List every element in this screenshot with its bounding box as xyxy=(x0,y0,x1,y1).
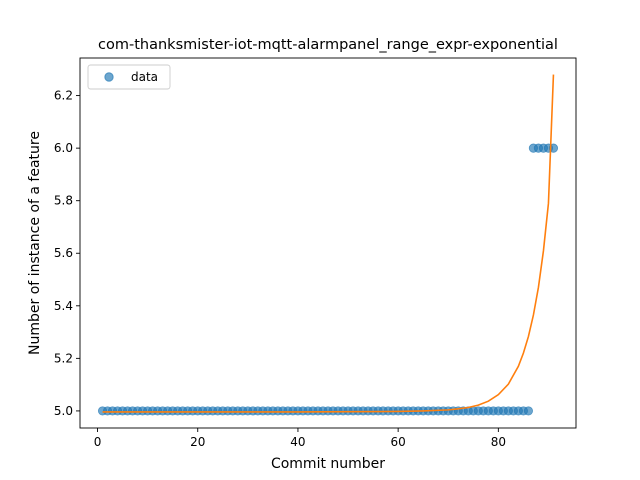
y-tick-label: 5.8 xyxy=(54,194,73,208)
y-tick-label: 6.0 xyxy=(54,141,73,155)
x-tick-label: 80 xyxy=(491,435,506,449)
legend-marker xyxy=(104,72,114,82)
legend-label: data xyxy=(131,70,158,84)
y-tick-label: 5.0 xyxy=(54,404,73,418)
y-tick-label: 5.4 xyxy=(54,299,73,313)
x-tick-label: 0 xyxy=(94,435,102,449)
axes-frame xyxy=(79,57,577,429)
y-tick-label: 6.2 xyxy=(54,89,73,103)
x-tick-label: 60 xyxy=(391,435,406,449)
x-tick-label: 20 xyxy=(190,435,205,449)
y-tick-label: 5.6 xyxy=(54,246,73,260)
y-tick-label: 5.2 xyxy=(54,351,73,365)
x-tick-label: 40 xyxy=(290,435,305,449)
legend-box xyxy=(87,64,171,90)
fit-line xyxy=(102,74,555,413)
chart-title: com-thanksmister-iot-mqtt-alarmpanel_ran… xyxy=(98,37,558,53)
data-point xyxy=(523,406,534,416)
plot-area: 0 20 40 60 80 5.0 5.2 5.4 5.6 5.8 6.0 6.2 data xyxy=(54,57,577,449)
y-axis-label: Number of instance of a feature xyxy=(27,131,43,355)
x-axis-label: Commit number xyxy=(271,456,385,472)
